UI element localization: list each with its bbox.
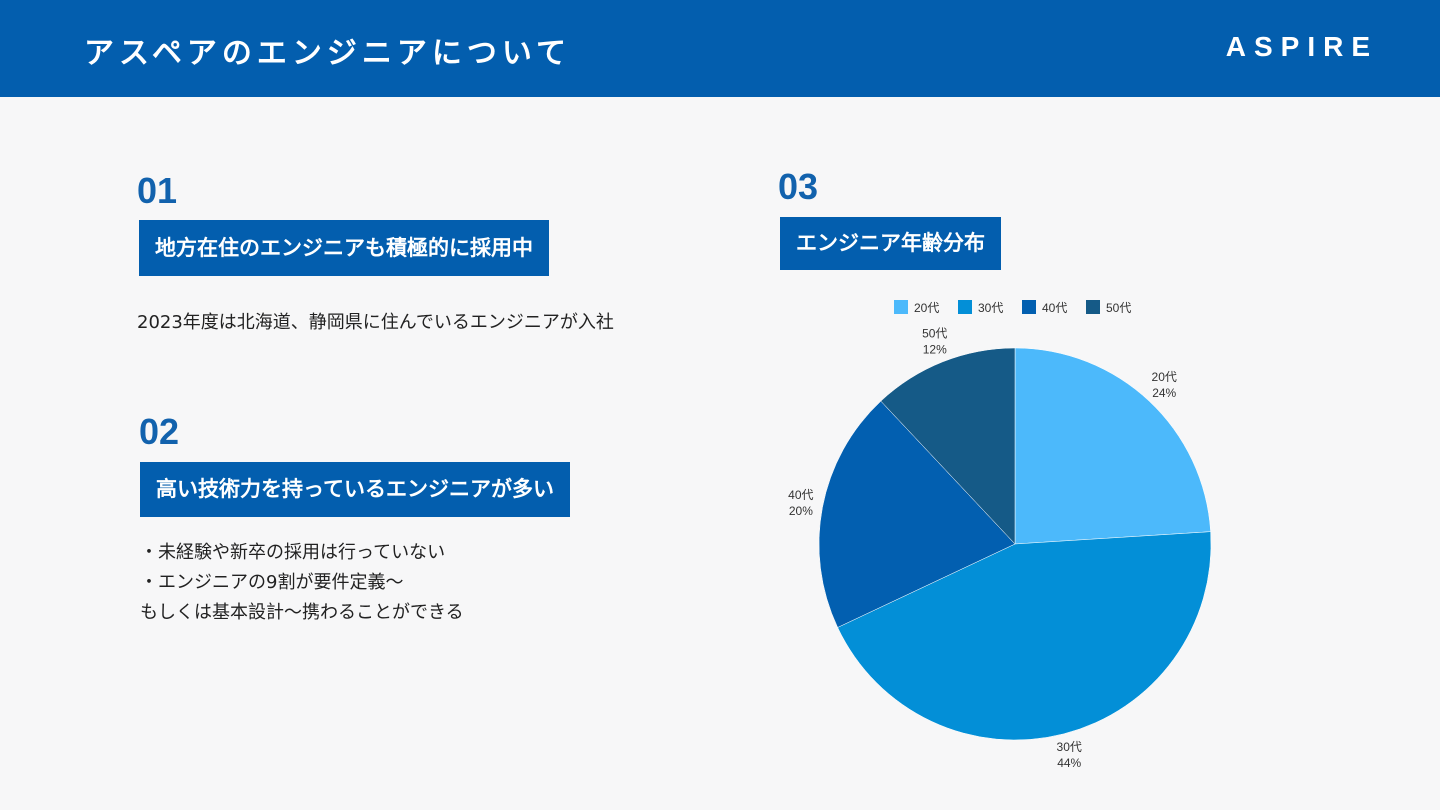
section-number-01: 01 <box>137 170 178 211</box>
section-text-01: 2023年度は北海道、静岡県に住んでいるエンジニアが入社 <box>137 312 614 333</box>
legend-label-3: 40代 <box>1042 301 1067 315</box>
pie-slice-3 <box>818 400 1016 628</box>
legend-label-4: 50代 <box>1106 301 1131 315</box>
section-number-03: 03 <box>778 166 819 207</box>
legend-swatch-4 <box>1086 300 1100 314</box>
bullet-line: ・未経験や新卒の採用は行っていない <box>140 542 446 563</box>
age-distribution-pie-chart: 20代 30代 40代 50代 20代 24% 30代 44% 40代 20% 50代 12% <box>788 300 1212 770</box>
section-heading-03: エンジニア年齢分布 <box>780 217 1001 270</box>
aspire-logo: ASPIRE <box>1225 31 1378 62</box>
bullet-line: もしくは基本設計～携わることができる <box>140 602 464 623</box>
page-title: アスペアのエンジニアについて <box>84 36 571 71</box>
slice-data-label-1: 20代 24% <box>1152 370 1177 400</box>
slice-data-label-2: 30代 44% <box>1057 740 1082 770</box>
pie-slice-4 <box>880 347 1016 545</box>
slice-data-label-4: 50代 12% <box>922 326 947 356</box>
pie-slice-1 <box>1014 347 1211 545</box>
section-heading-02: 高い技術力を持っているエンジニアが多い <box>140 462 570 517</box>
legend-label-1: 20代 <box>914 301 939 315</box>
legend-swatch-3 <box>1022 300 1036 314</box>
section-heading-01: 地方在住のエンジニアも積極的に採用中 <box>139 220 549 276</box>
header-bar: アスペアのエンジニアについて ASPIRE <box>0 0 1440 97</box>
legend-swatch-1 <box>894 300 908 314</box>
legend-label-2: 30代 <box>978 301 1003 315</box>
slice-data-label-3: 40代 20% <box>788 488 813 518</box>
legend-swatch-2 <box>958 300 972 314</box>
bullet-line: ・エンジニアの9割が要件定義～ <box>140 572 404 593</box>
section-text-02: ・未経験や新卒の採用は行っていない ・エンジニアの9割が要件定義～ もしくは基本… <box>140 538 464 628</box>
section-number-02: 02 <box>139 411 180 452</box>
